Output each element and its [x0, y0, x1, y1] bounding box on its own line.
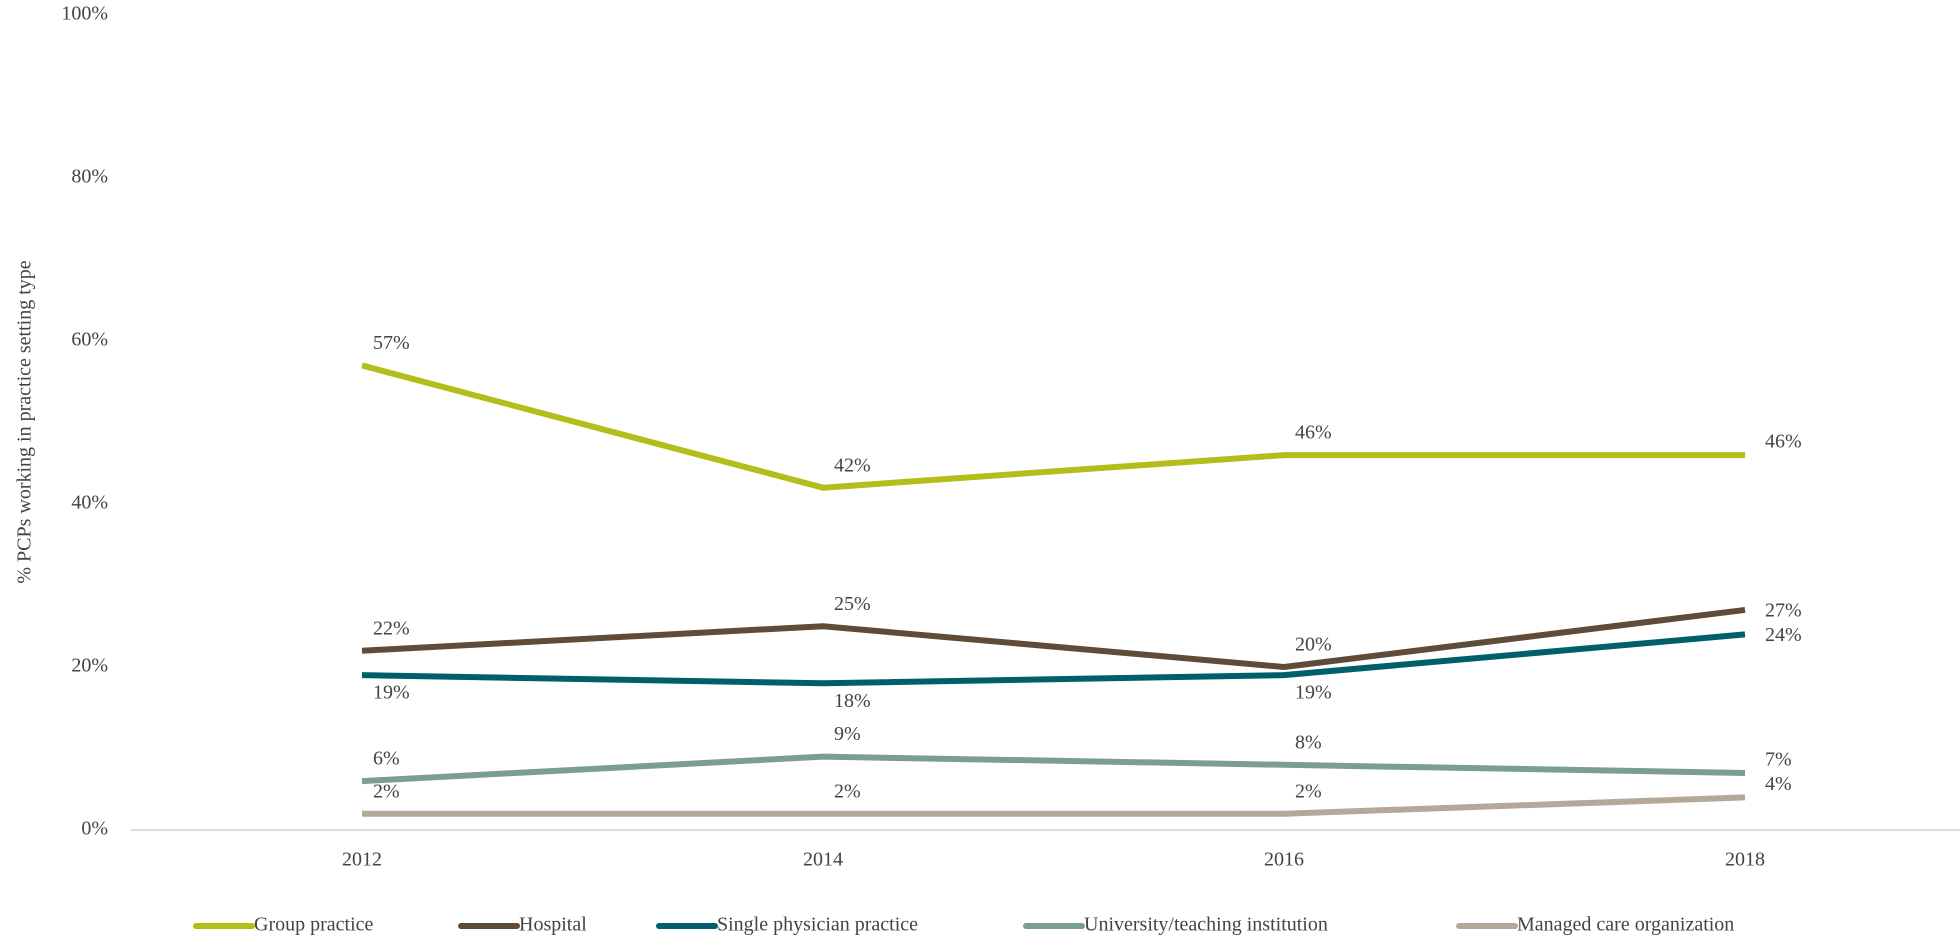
data-label: 6%	[373, 748, 400, 770]
x-tick-label: 2012	[342, 849, 382, 871]
data-label: 2%	[834, 780, 861, 802]
legend-label: Single physician practice	[717, 914, 918, 936]
legend-label: University/teaching institution	[1084, 914, 1328, 936]
y-tick-label: 40%	[71, 492, 108, 514]
data-label: 18%	[834, 690, 871, 712]
legend-label: Group practice	[254, 914, 374, 936]
data-label: 46%	[1295, 422, 1332, 444]
y-tick-label: 100%	[61, 3, 108, 25]
data-label: 27%	[1765, 600, 1802, 622]
y-axis-label: % PCPs working in practice setting type	[14, 260, 36, 583]
y-tick-label: 60%	[71, 329, 108, 351]
data-label: 46%	[1765, 431, 1802, 453]
data-label: 22%	[373, 617, 410, 639]
data-label: 24%	[1765, 624, 1802, 646]
series-line	[361, 753, 1746, 785]
y-tick-label: 80%	[71, 166, 108, 188]
x-tick-label: 2016	[1264, 849, 1304, 871]
data-label: 42%	[834, 454, 871, 476]
series-line	[361, 362, 1745, 491]
data-label: 25%	[834, 593, 871, 615]
data-label: 19%	[1295, 682, 1332, 704]
data-label: 2%	[373, 780, 400, 802]
legend-label: Hospital	[519, 914, 587, 936]
x-tick-label: 2018	[1725, 849, 1765, 871]
x-tick-label: 2014	[803, 849, 843, 871]
series-line	[361, 606, 1746, 670]
data-label: 19%	[373, 682, 410, 704]
series-line	[361, 631, 1746, 687]
data-label: 9%	[834, 723, 861, 745]
legend-label: Managed care organization	[1517, 914, 1734, 936]
data-label: 20%	[1295, 634, 1332, 656]
y-tick-label: 20%	[71, 655, 108, 677]
data-label: 4%	[1765, 773, 1792, 795]
data-label: 2%	[1295, 780, 1322, 802]
data-label: 8%	[1295, 731, 1322, 753]
y-tick-label: 0%	[81, 818, 108, 840]
series-line	[362, 794, 1746, 817]
data-label: 57%	[373, 332, 410, 354]
data-label: 7%	[1765, 749, 1792, 771]
